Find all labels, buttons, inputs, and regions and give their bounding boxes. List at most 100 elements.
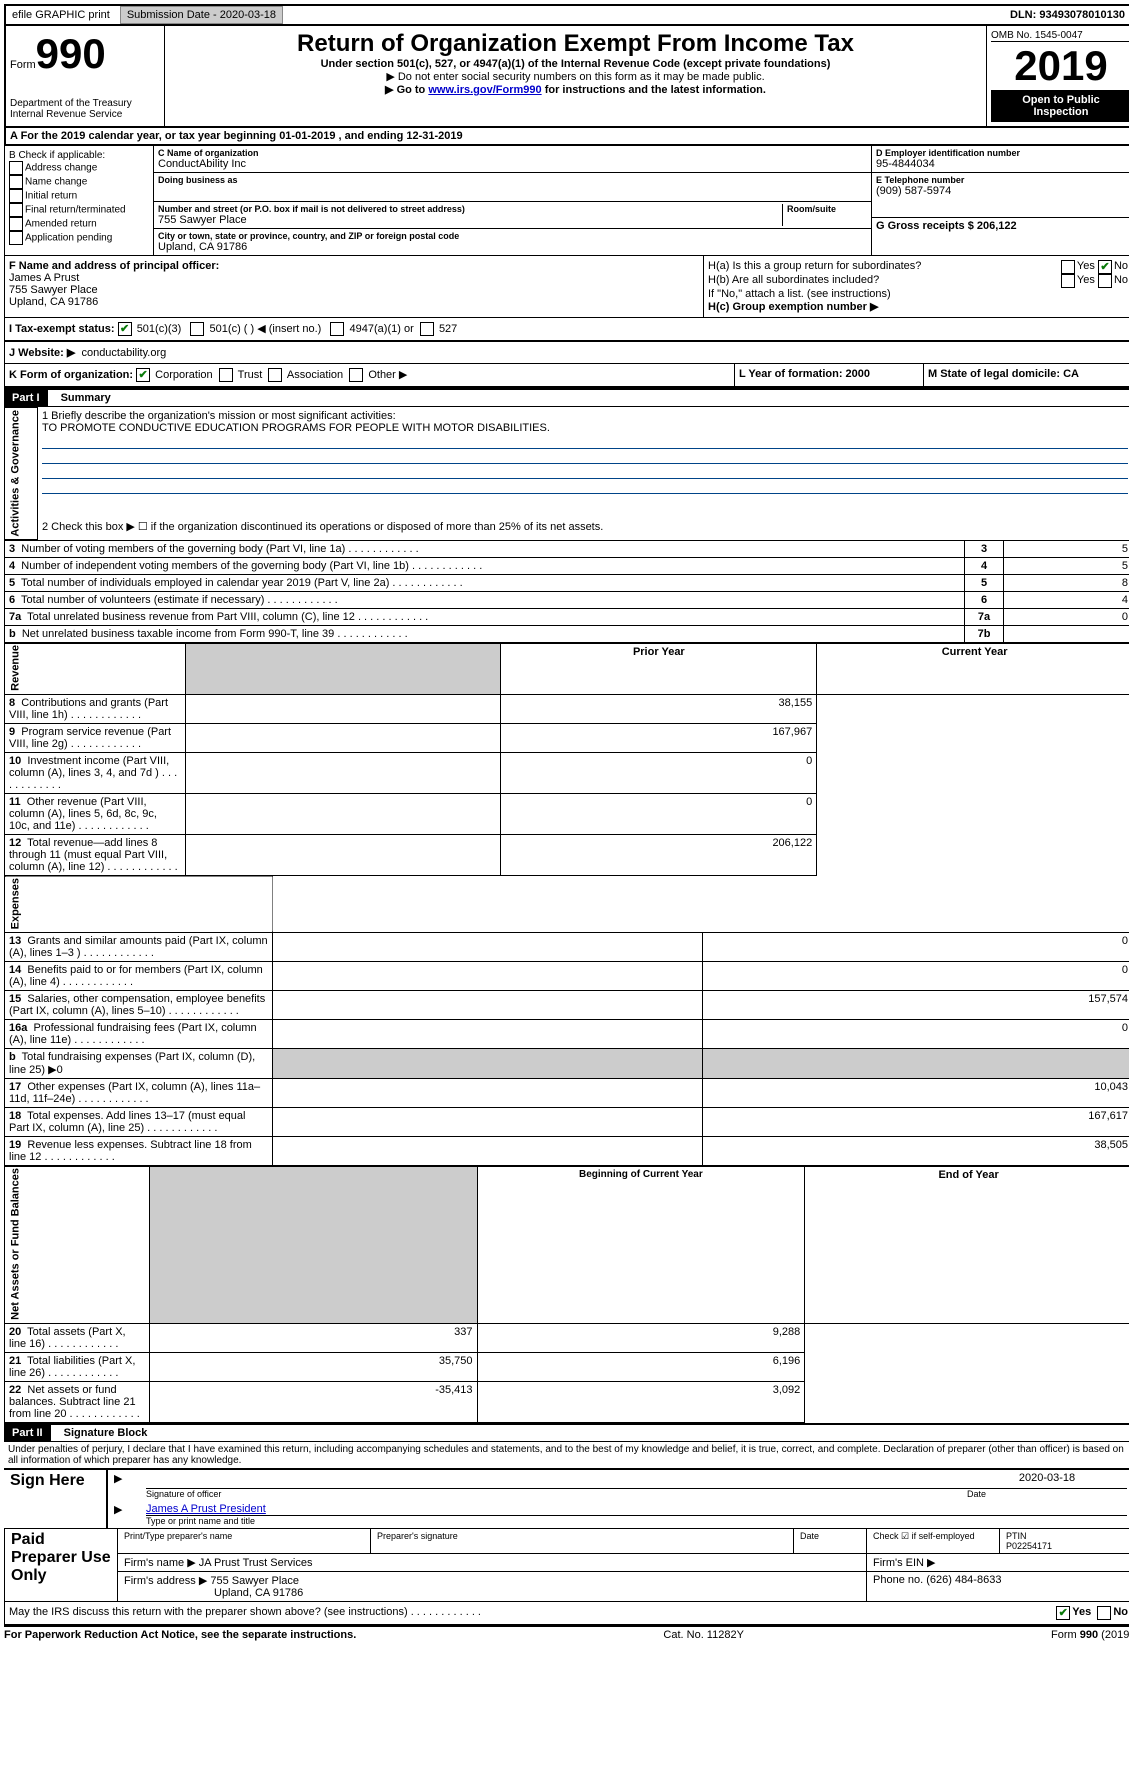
ptin-value: P02254171 <box>1006 1541 1126 1551</box>
governance-rows: 3 Number of voting members of the govern… <box>4 540 1129 643</box>
box-j-label: J Website: ▶ <box>9 347 75 359</box>
date-label: Date <box>967 1489 1127 1499</box>
org-address: 755 Sawyer Place <box>158 214 782 226</box>
form-title: Return of Organization Exempt From Incom… <box>169 30 982 58</box>
cb-ha-yes[interactable] <box>1061 260 1075 274</box>
cb-corp[interactable] <box>136 368 150 382</box>
gov-row: 4 Number of independent voting members o… <box>5 557 1129 574</box>
box-c-label: C Name of organization <box>158 148 867 158</box>
cb-name-change[interactable] <box>9 175 23 189</box>
cb-4947[interactable] <box>330 322 344 336</box>
footer: For Paperwork Reduction Act Notice, see … <box>4 1625 1129 1641</box>
perjury-declaration: Under penalties of perjury, I declare th… <box>4 1442 1129 1468</box>
netassets-table: Net Assets or Fund Balances Beginning of… <box>4 1166 1129 1423</box>
side-netassets: Net Assets or Fund Balances <box>5 1166 150 1323</box>
tax-period: A For the 2019 calendar year, or tax yea… <box>4 128 1129 145</box>
cb-ha-no[interactable] <box>1098 260 1112 274</box>
mission-text: TO PROMOTE CONDUCTIVE EDUCATION PROGRAMS… <box>42 422 1128 434</box>
cb-final-return[interactable] <box>9 203 23 217</box>
officer-addr1: 755 Sawyer Place <box>9 284 699 296</box>
form990-link[interactable]: www.irs.gov/Form990 <box>428 84 541 96</box>
q2-label: 2 Check this box ▶ ☐ if the organization… <box>38 518 1129 539</box>
cb-assoc[interactable] <box>268 368 282 382</box>
cb-501c[interactable] <box>190 322 204 336</box>
rev-row: 8 Contributions and grants (Part VIII, l… <box>5 694 1129 723</box>
cb-initial-return[interactable] <box>9 189 23 203</box>
box-l-label: L Year of formation: 2000 <box>739 368 870 380</box>
box-d-label: D Employer identification number <box>876 148 1128 158</box>
preparer-table: Paid Preparer Use Only Print/Type prepar… <box>4 1528 1129 1602</box>
note-ssn: ▶ Do not enter social security numbers o… <box>169 70 982 83</box>
gov-row: 7a Total unrelated business revenue from… <box>5 608 1129 625</box>
h-c-label: H(c) Group exemption number ▶ <box>708 300 1128 313</box>
box-k-label: K Form of organization: <box>9 369 133 381</box>
firm-addr1: 755 Sawyer Place <box>210 1575 299 1587</box>
ein-value: 95-4844034 <box>876 158 1128 170</box>
submission-date-button[interactable]: Submission Date - 2020-03-18 <box>120 6 283 24</box>
tax-year: 2019 <box>991 42 1129 90</box>
gov-row: 3 Number of voting members of the govern… <box>5 540 1129 557</box>
firm-name: JA Prust Trust Services <box>199 1557 313 1569</box>
sig-date: 2020-03-18 <box>967 1472 1127 1489</box>
cb-hb-yes[interactable] <box>1061 274 1075 288</box>
box-g-label: G Gross receipts $ 206,122 <box>876 220 1017 232</box>
ptin-label: PTIN <box>1006 1531 1126 1541</box>
cb-pending[interactable] <box>9 231 23 245</box>
paid-preparer-label: Paid Preparer Use Only <box>5 1528 118 1601</box>
exp-row: 14 Benefits paid to or for members (Part… <box>5 961 1129 990</box>
pt-date-label: Date <box>794 1528 867 1553</box>
box-f-label: F Name and address of principal officer: <box>9 260 219 272</box>
box-e-label: E Telephone number <box>876 175 1128 185</box>
gov-row: 6 Total number of volunteers (estimate i… <box>5 591 1129 608</box>
cb-other[interactable] <box>349 368 363 382</box>
discuss-label: May the IRS discuss this return with the… <box>9 1606 1056 1620</box>
h-b-note: If "No," attach a list. (see instruction… <box>708 288 1128 300</box>
side-activities: Activities & Governance <box>5 408 38 540</box>
dln-label: DLN: 93493078010130 <box>1004 7 1129 23</box>
room-label: Room/suite <box>787 204 867 214</box>
exp-row: b Total fundraising expenses (Part IX, c… <box>5 1048 1129 1078</box>
cb-hb-no[interactable] <box>1098 274 1112 288</box>
cb-discuss-yes[interactable] <box>1056 1606 1070 1620</box>
col-begin: Beginning of Current Year <box>477 1166 805 1323</box>
exp-row: 13 Grants and similar amounts paid (Part… <box>5 932 1129 961</box>
cb-501c3[interactable] <box>118 322 132 336</box>
cb-address-change[interactable] <box>9 161 23 175</box>
box-m-label: M State of legal domicile: CA <box>928 368 1079 380</box>
cb-amended[interactable] <box>9 217 23 231</box>
efile-label: efile GRAPHIC print <box>6 7 116 23</box>
side-expenses: Expenses <box>5 876 273 932</box>
firm-phone: Phone no. (626) 484-8633 <box>867 1571 1129 1601</box>
firm-name-label: Firm's name ▶ <box>124 1557 196 1569</box>
col-current: Current Year <box>817 643 1129 694</box>
top-bar: efile GRAPHIC print Submission Date - 20… <box>4 4 1129 26</box>
cb-discuss-no[interactable] <box>1097 1606 1111 1620</box>
gov-row: b Net unrelated business taxable income … <box>5 625 1129 642</box>
q1-label: 1 Briefly describe the organization's mi… <box>42 410 1128 422</box>
exp-row: 15 Salaries, other compensation, employe… <box>5 990 1129 1019</box>
cb-527[interactable] <box>420 322 434 336</box>
dept-treasury: Department of the Treasury Internal Reve… <box>10 98 160 120</box>
officer-name-link[interactable]: James A Prust President <box>146 1503 266 1515</box>
firm-ein-label: Firm's EIN ▶ <box>867 1553 1129 1571</box>
dba-label: Doing business as <box>158 175 867 185</box>
signature-table: Sign Here ▶ 2020-03-18 Signature of offi… <box>4 1468 1129 1528</box>
part1-table: Activities & Governance 1 Briefly descri… <box>4 407 1129 540</box>
rev-row: 12 Total revenue—add lines 8 through 11 … <box>5 834 1129 875</box>
type-name-label: Type or print name and title <box>146 1516 1127 1526</box>
side-revenue: Revenue <box>5 643 186 694</box>
website-value: conductability.org <box>81 347 166 359</box>
org-city: Upland, CA 91786 <box>158 241 867 253</box>
cb-trust[interactable] <box>219 368 233 382</box>
form-header: Form990 Department of the Treasury Inter… <box>4 26 1129 128</box>
exp-row: 19 Revenue less expenses. Subtract line … <box>5 1136 1129 1165</box>
part1-header: Part I Summary <box>4 388 1129 407</box>
rev-row: 10 Investment income (Part VIII, column … <box>5 752 1129 793</box>
form-subtitle: Under section 501(c), 527, or 4947(a)(1)… <box>169 58 982 70</box>
addr-label: Number and street (or P.O. box if mail i… <box>158 204 782 214</box>
entity-box: B Check if applicable: Address change Na… <box>4 145 1129 256</box>
footer-right: Form 990 (2019) <box>1051 1629 1129 1641</box>
phone-value: (909) 587-5974 <box>876 185 1128 197</box>
h-a-label: H(a) Is this a group return for subordin… <box>708 260 1061 274</box>
form-prefix: Form <box>10 59 36 71</box>
